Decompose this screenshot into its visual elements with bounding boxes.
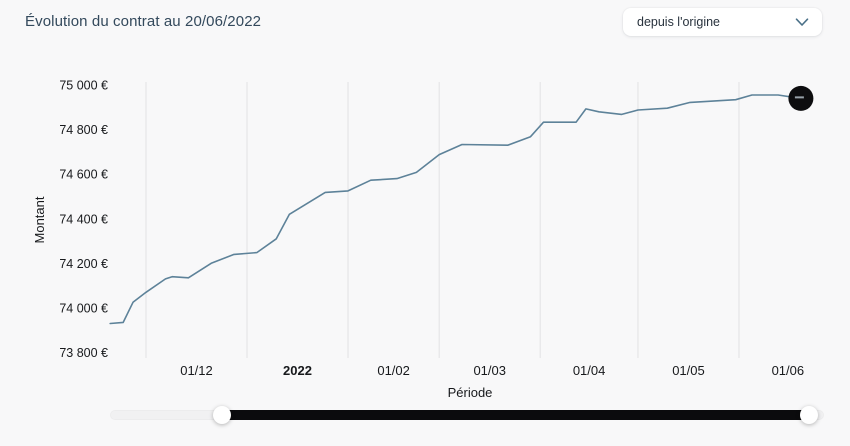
slider-handle-left[interactable] — [212, 406, 231, 424]
chevron-down-icon — [795, 17, 809, 26]
y-tick-label: 74 400 € — [59, 212, 108, 226]
chart-title: Évolution du contrat au 20/06/2022 — [25, 13, 262, 30]
x-tick-label: 01/12 — [180, 363, 213, 378]
x-tick-label: 2022 — [283, 363, 312, 378]
x-tick-label: 01/02 — [377, 363, 410, 378]
y-tick-label: 74 800 € — [59, 123, 108, 137]
y-tick-label: 73 800 € — [59, 346, 108, 360]
x-axis-label: Période — [448, 385, 493, 400]
x-tick-label: 01/04 — [573, 363, 606, 378]
contract-value-line — [109, 94, 802, 325]
period-dropdown[interactable]: depuis l'origine — [623, 8, 822, 36]
y-tick-label: 75 000 € — [59, 79, 108, 93]
y-tick-label: 74 000 € — [59, 301, 108, 315]
x-tick-label: 01/05 — [672, 363, 705, 378]
slider-selected-range[interactable] — [221, 410, 809, 420]
x-tick-label: 01/06 — [772, 363, 805, 378]
y-axis-label: Montant — [32, 196, 47, 243]
slider-handle-right[interactable] — [799, 406, 818, 424]
period-range-slider[interactable] — [110, 404, 824, 426]
y-tick-label: 74 600 € — [59, 168, 108, 182]
y-tick-label: 74 200 € — [59, 257, 108, 271]
x-tick-label: 01/03 — [473, 363, 506, 378]
period-dropdown-value: depuis l'origine — [637, 15, 720, 29]
